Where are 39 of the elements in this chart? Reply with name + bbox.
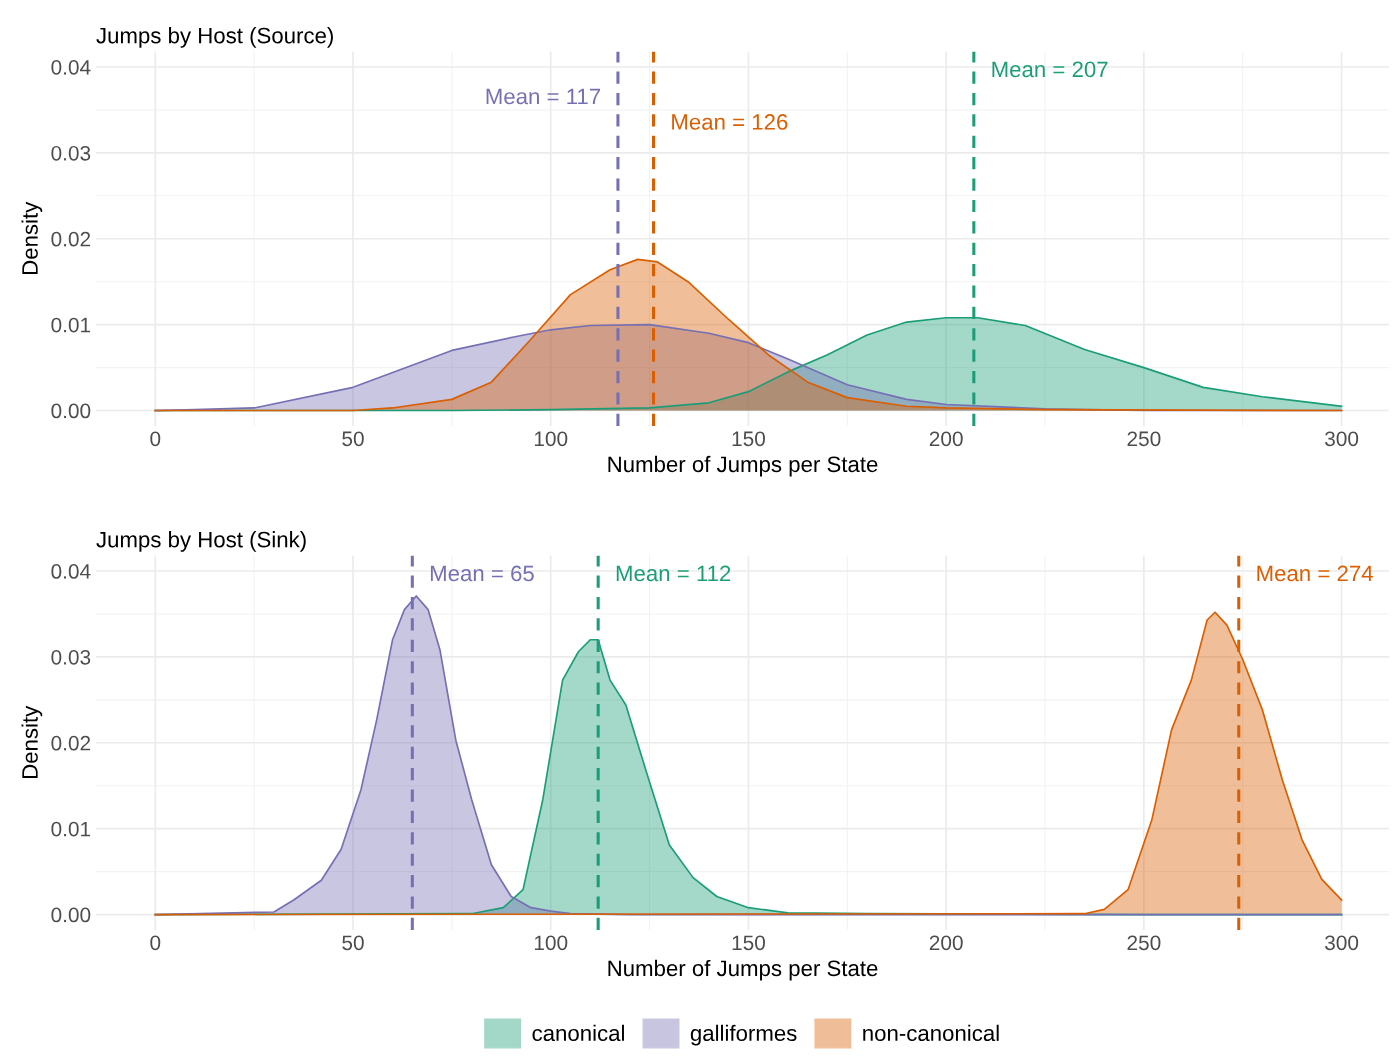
- ref-line-label: Mean = 112: [616, 565, 731, 582]
- x-tick-label: 300: [1325, 431, 1359, 447]
- y-tick-label: 0.02: [51, 231, 91, 247]
- y-tick-label: 0.04: [51, 564, 91, 579]
- ref-line-label: Mean = 274: [1257, 565, 1373, 582]
- ref-line-label: Mean = 207: [992, 61, 1108, 78]
- y-tick-label: 0.01: [51, 821, 91, 837]
- ref-line-label: Mean = 65: [430, 565, 534, 582]
- y-tick-label: 0.03: [51, 145, 91, 161]
- chart-title: Jumps by Host (Sink): [96, 531, 306, 552]
- x-axis-title: Number of Jumps per State: [608, 455, 878, 477]
- y-tick-label: 0.00: [51, 907, 91, 923]
- ref-line-label: Mean = 117: [486, 88, 601, 105]
- x-tick-label: 50: [342, 431, 364, 447]
- x-tick-label: 0: [150, 431, 161, 447]
- x-tick-label: 200: [929, 935, 963, 951]
- x-axis-title: Number of Jumps per State: [608, 959, 878, 981]
- legend-label: galliformes: [690, 1024, 797, 1046]
- y-tick-label: 0.01: [51, 317, 91, 333]
- x-tick-label: 200: [929, 431, 963, 447]
- x-tick-label: 100: [534, 935, 568, 951]
- y-axis-title: Density: [21, 201, 43, 274]
- x-tick-label: 250: [1127, 431, 1161, 447]
- y-tick-label: 0.00: [51, 403, 91, 419]
- y-tick-label: 0.03: [51, 649, 91, 665]
- x-tick-label: 0: [150, 935, 161, 951]
- x-tick-label: 100: [534, 431, 568, 447]
- chart-title: Jumps by Host (Source): [96, 27, 333, 48]
- y-axis-title: Density: [21, 705, 43, 779]
- y-tick-label: 0.04: [51, 59, 91, 75]
- x-tick-label: 150: [732, 431, 765, 447]
- ref-line-label: Mean = 126: [672, 114, 788, 130]
- x-tick-label: 250: [1127, 935, 1161, 951]
- y-tick-label: 0.02: [51, 735, 91, 751]
- legend-label: canonical: [532, 1024, 624, 1042]
- x-tick-label: 150: [732, 935, 765, 951]
- x-tick-label: 50: [342, 935, 364, 951]
- legend-label: non-canonical: [863, 1024, 999, 1042]
- x-tick-label: 300: [1325, 935, 1359, 951]
